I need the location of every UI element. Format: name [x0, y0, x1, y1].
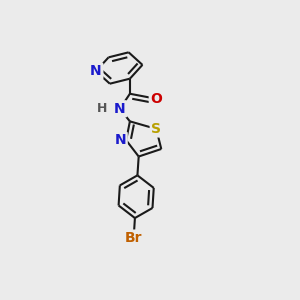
Text: N: N [90, 64, 102, 78]
Text: S: S [151, 122, 161, 136]
Text: O: O [150, 92, 162, 106]
Text: N: N [114, 102, 126, 116]
Text: Br: Br [125, 231, 142, 245]
Text: H: H [97, 102, 107, 115]
Text: N: N [115, 133, 126, 147]
